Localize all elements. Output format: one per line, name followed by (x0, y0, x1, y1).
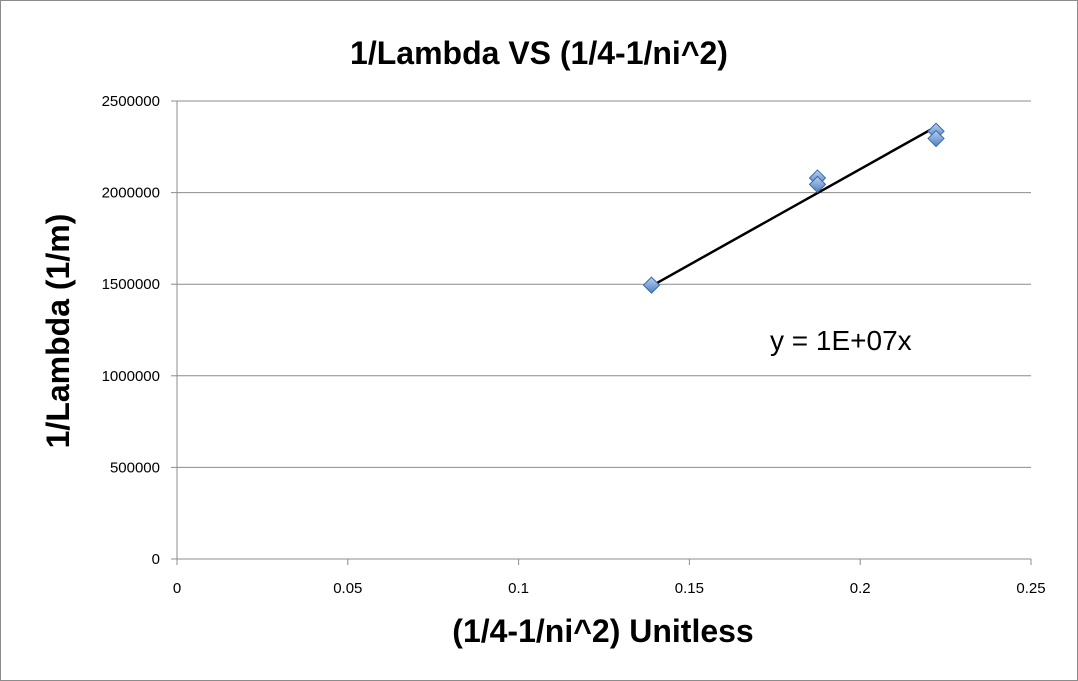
y-tick-label: 2000000 (102, 185, 160, 202)
y-tick-label: 500000 (110, 459, 160, 476)
gridlines (177, 100, 1031, 468)
x-tick-label: 0.2 (850, 580, 871, 597)
x-tick-label: 0.1 (508, 580, 529, 597)
y-tick-label: 0 (152, 551, 160, 568)
chart-title: 1/Lambda VS (1/4-1/ni^2) (350, 35, 728, 71)
axes (171, 100, 1032, 565)
x-tick-label: 0.15 (675, 580, 704, 597)
data-point (642, 276, 661, 294)
data-point (808, 175, 827, 194)
x-axis-title: (1/4-1/ni^2) Unitless (452, 613, 753, 649)
x-tick-label: 0 (173, 580, 181, 597)
trendline (650, 125, 937, 288)
y-tick-labels: 0 500000 1000000 1500000 2000000 2500000 (102, 93, 160, 568)
x-tick-label: 0.25 (1016, 580, 1045, 597)
trendline-equation: y = 1E+07x (770, 325, 912, 356)
data-point (927, 129, 945, 148)
x-tick-labels: 0 0.05 0.1 0.15 0.2 0.25 (173, 580, 1046, 597)
y-tick-label: 2500000 (102, 93, 160, 110)
data-points (642, 122, 945, 294)
x-tick-label: 0.05 (333, 580, 362, 597)
trendline-group (650, 125, 937, 288)
y-axis-title: 1/Lambda (1/m) (40, 214, 76, 449)
y-tick-label: 1500000 (102, 276, 160, 293)
y-tick-label: 1000000 (102, 368, 160, 385)
